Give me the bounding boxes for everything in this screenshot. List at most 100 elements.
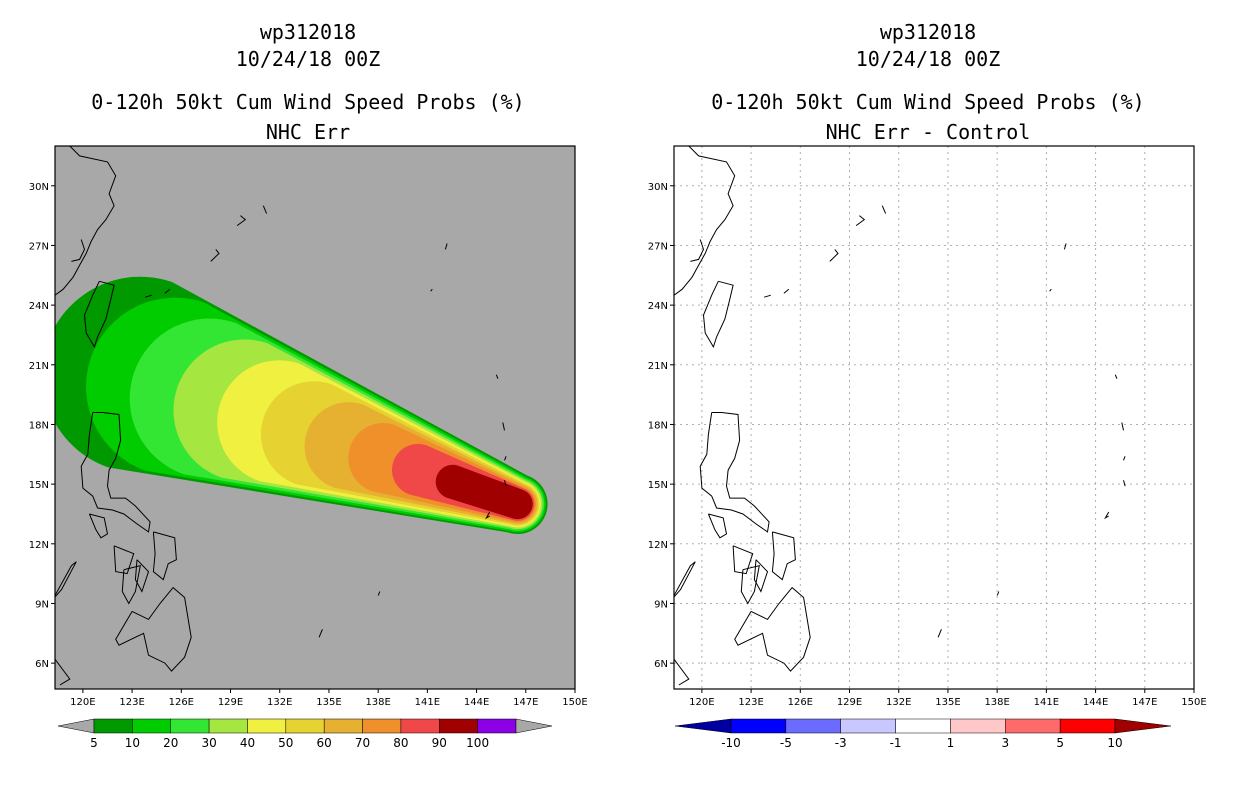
left-datetime: 10/24/18 00Z [235, 47, 381, 71]
probability-swath [55, 276, 548, 535]
coastline-segment [83, 280, 115, 349]
lat-tick-label: 30N [648, 182, 668, 193]
coastline-segment [55, 146, 117, 296]
colorbar-label: 10 [125, 736, 140, 750]
colorbar-label: 20 [163, 736, 178, 750]
colorbar-swatch [247, 718, 287, 734]
right-map-background [674, 146, 1194, 689]
coastline-segment [318, 629, 323, 638]
colorbar-label: 5 [1056, 736, 1064, 750]
lon-tick-label: 141E [415, 697, 440, 708]
coastline-segment [732, 545, 754, 575]
lat-tick-label: 30N [29, 182, 49, 193]
lon-tick-label: 123E [119, 697, 144, 708]
lon-tick-label: 120E [689, 697, 714, 708]
colorbar-swatch [285, 718, 325, 734]
coastline-segment [88, 513, 109, 539]
colorbar-label: 100 [466, 736, 489, 750]
coastline-segment [377, 591, 381, 596]
coastline-segment [764, 294, 771, 298]
colorbar-label: 80 [393, 736, 408, 750]
lon-tick-label: 150E [562, 697, 587, 708]
colorbar-label: 40 [240, 736, 255, 750]
coastline-segment [121, 565, 141, 605]
coastline-segment [674, 561, 696, 598]
colorbar-label: 60 [317, 736, 332, 750]
colorbar-label: 30 [201, 736, 216, 750]
left-axis-labels: 120E 123E 126E 129E 132E 135E 138E 141E 144E 147E… [29, 182, 588, 708]
colorbar-label: -5 [780, 736, 792, 750]
colorbar-swatch [208, 718, 248, 734]
left-storm-id: wp312018 [259, 20, 357, 44]
lon-tick-label: 150E [1181, 697, 1206, 708]
lon-tick-label: 120E [70, 697, 95, 708]
colorbar-swatch [1005, 718, 1061, 734]
right-subtitle: NHC Err - Control [825, 120, 1031, 144]
coastline-segment [134, 559, 150, 593]
left-product-title: 0-120h 50kt Cum Wind Speed Probs (%) [91, 90, 525, 114]
right-datetime: 10/24/18 00Z [855, 47, 1001, 71]
coastline-segment [881, 205, 887, 214]
coastline-segment [996, 591, 1000, 596]
right-coastline [674, 146, 1126, 686]
lon-tick-label: 135E [316, 697, 341, 708]
coastline-segment [504, 456, 507, 461]
coastline-segment [495, 374, 499, 379]
coastline-segment [502, 422, 505, 431]
left-subtitle: NHC Err [265, 120, 351, 144]
colorbar-label: 3 [1001, 736, 1009, 750]
coastline-segment [674, 146, 736, 296]
lon-tick-label: 147E [1132, 697, 1157, 708]
coastline-segment [71, 239, 86, 262]
lon-tick-label: 129E [837, 697, 862, 708]
right-product-title: 0-120h 50kt Cum Wind Speed Probs (%) [711, 90, 1145, 114]
coastline-segment [430, 288, 433, 292]
lat-tick-label: 21N [648, 361, 668, 372]
colorbar-label: 70 [355, 736, 370, 750]
colorbar-swatch [840, 718, 896, 734]
colorbar-label: -10 [721, 736, 741, 750]
prob-contour-90 [435, 464, 533, 520]
colorbar-low-arrow [57, 718, 95, 734]
colorbar-swatch [362, 718, 402, 734]
colorbar-swatch [439, 718, 478, 734]
coastline-segment [699, 412, 770, 533]
colorbar-swatch [400, 718, 440, 734]
colorbar-swatch [895, 718, 951, 734]
coastline-segment [1121, 422, 1124, 431]
coastline-segment [829, 249, 839, 262]
lat-tick-label: 21N [29, 361, 49, 372]
coastline-segment [771, 531, 796, 581]
lon-tick-label: 144E [1083, 697, 1108, 708]
coastline-segment [1123, 456, 1126, 461]
coastline-segment [55, 658, 71, 686]
colorbar-swatch [132, 718, 171, 734]
coastline-segment [783, 288, 790, 294]
coastline-segment [236, 215, 247, 227]
coastline-segment [855, 215, 866, 227]
colorbar-swatch [170, 718, 210, 734]
colorbar-swatch [93, 718, 133, 734]
lon-tick-label: 138E [984, 697, 1009, 708]
coastline-segment [740, 565, 760, 605]
lon-tick-label: 123E [738, 697, 763, 708]
coastline-segment [115, 586, 192, 672]
lat-tick-label: 24N [648, 301, 668, 312]
colorbar-label: -1 [890, 736, 902, 750]
lon-tick-label: 129E [218, 697, 243, 708]
lat-tick-label: 6N [654, 659, 668, 670]
right-gridlines [674, 146, 1194, 689]
lon-tick-label: 144E [464, 697, 489, 708]
lat-tick-label: 15N [29, 480, 49, 491]
lat-tick-label: 15N [648, 480, 668, 491]
lon-tick-label: 132E [886, 697, 911, 708]
coastline-segment [702, 280, 734, 349]
coastline-segment [262, 205, 268, 214]
coastline-segment [145, 294, 152, 298]
coastline-segment [444, 243, 448, 250]
lon-tick-label: 135E [935, 697, 960, 708]
coastline-segment [80, 412, 151, 533]
lat-tick-label: 6N [35, 659, 49, 670]
coastline-segment [113, 545, 135, 575]
coastline-segment [1063, 243, 1067, 250]
